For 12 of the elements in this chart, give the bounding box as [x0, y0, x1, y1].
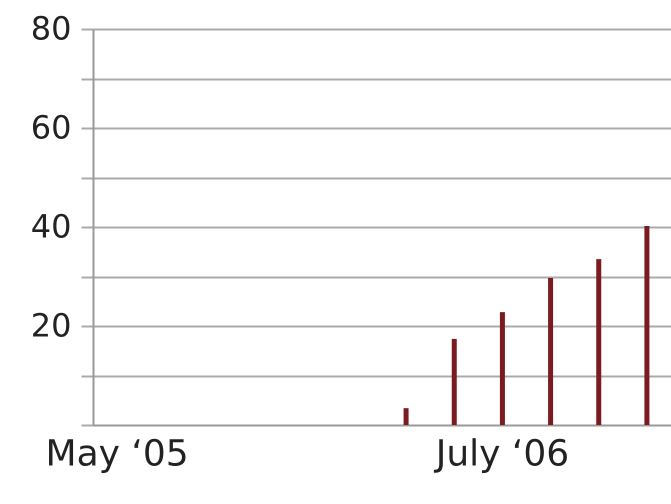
- bar: [596, 259, 602, 425]
- y-tick-label: 20: [30, 306, 72, 344]
- bar: [452, 338, 457, 425]
- bar: [404, 408, 409, 425]
- x-tick-label: May ‘05: [46, 434, 189, 474]
- bar: [548, 278, 554, 425]
- x-tick-label: July ‘06: [434, 434, 570, 474]
- y-tick-label: 60: [30, 108, 72, 146]
- y-tick-label: 40: [30, 208, 72, 246]
- bar: [500, 312, 505, 425]
- bar: [644, 226, 650, 425]
- y-tick-label: 80: [30, 10, 72, 48]
